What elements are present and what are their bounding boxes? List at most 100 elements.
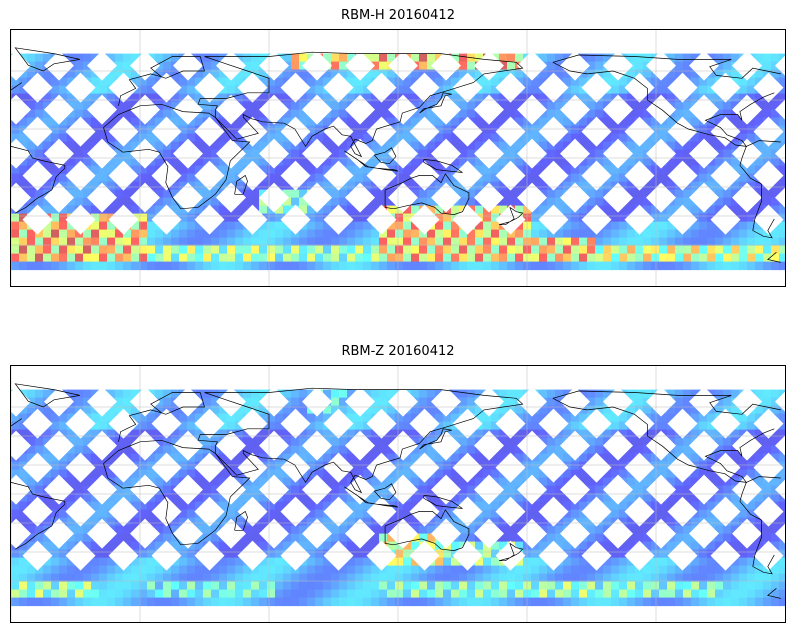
- swath-gap: [366, 204, 397, 235]
- swath-cell: [387, 141, 396, 151]
- swath-cell: [371, 493, 380, 503]
- swath-cell: [171, 101, 180, 111]
- coast-africa: [103, 103, 251, 210]
- swath-cell: [675, 229, 684, 239]
- swath-cell: [275, 429, 284, 439]
- swath-cell: [123, 533, 132, 543]
- swath-cell: [75, 245, 84, 255]
- swath-cell: [123, 189, 132, 199]
- swath-cell: [307, 429, 316, 439]
- swath-cell: [179, 565, 188, 575]
- swath-cell: [547, 493, 556, 503]
- swath-cell: [323, 413, 332, 423]
- swath-cell: [371, 517, 380, 527]
- swath-cell: [427, 541, 436, 551]
- swath-cell: [115, 229, 124, 239]
- swath-cell: [75, 101, 84, 111]
- swath-cell: [699, 77, 708, 87]
- swath-cell: [43, 117, 52, 127]
- swath-cell: [75, 397, 84, 407]
- swath-cell: [187, 261, 196, 271]
- swath-cell: [651, 509, 660, 519]
- swath-cell: [587, 93, 596, 103]
- swath-cell: [147, 421, 156, 431]
- swath-cell: [515, 525, 524, 535]
- swath-cell: [363, 405, 372, 415]
- swath-cell: [243, 565, 252, 575]
- swath-cell: [411, 197, 420, 207]
- swath-cell: [747, 85, 756, 95]
- swath-cell: [683, 157, 692, 167]
- swath-cell: [779, 509, 785, 519]
- swath-cell: [83, 69, 92, 79]
- swath-cell: [51, 557, 60, 567]
- swath-cell: [35, 229, 44, 239]
- swath-cell: [107, 181, 116, 191]
- swath-cell: [691, 405, 700, 415]
- swath-cell: [251, 437, 260, 447]
- swath-cell: [211, 157, 220, 167]
- swath-cell: [259, 493, 268, 503]
- swath-cell: [619, 461, 628, 471]
- swath-cell: [235, 117, 244, 127]
- swath-cell: [299, 253, 308, 263]
- swath-cell: [115, 197, 124, 207]
- swath-gap: [302, 50, 332, 81]
- swath-cell: [323, 557, 332, 567]
- swath-cell: [11, 77, 20, 87]
- swath-cell: [755, 517, 764, 527]
- swath-cell: [667, 493, 676, 503]
- swath-cell: [435, 509, 444, 519]
- swath-cell: [203, 237, 212, 247]
- swath-cell: [51, 205, 60, 215]
- swath-cell: [779, 469, 785, 479]
- swath-cell: [571, 261, 580, 271]
- swath-gap: [216, 94, 246, 125]
- swath-cell: [379, 493, 388, 503]
- swath-cell: [691, 245, 700, 255]
- swath-cell: [147, 173, 156, 183]
- swath-cell: [99, 85, 108, 95]
- swath-cell: [675, 437, 684, 447]
- swath-cell: [459, 157, 468, 167]
- swath-cell: [43, 77, 52, 87]
- swath-cell: [587, 261, 596, 271]
- swath-cell: [595, 389, 604, 399]
- swath-cell: [475, 389, 484, 399]
- swath-cell: [107, 205, 116, 215]
- swath-cell: [563, 205, 572, 215]
- swath-cell: [579, 229, 588, 239]
- swath-cell: [515, 437, 524, 447]
- swath-cell: [51, 213, 60, 223]
- swath-cell: [51, 453, 60, 463]
- swath-cell: [515, 109, 524, 119]
- swath-cell: [19, 85, 28, 95]
- swath-cell: [691, 429, 700, 439]
- swath-cell: [571, 165, 580, 175]
- swath-cell: [747, 517, 756, 527]
- swath-cell: [731, 477, 740, 487]
- swath-cell: [115, 69, 124, 79]
- swath-cell: [411, 229, 420, 239]
- swath-gap: [495, 116, 526, 147]
- swath-cell: [683, 533, 692, 543]
- swath-cell: [91, 157, 100, 167]
- swath-cell: [371, 437, 380, 447]
- swath-cell: [467, 61, 476, 71]
- swath-cell: [555, 493, 564, 503]
- swath-cell: [363, 469, 372, 479]
- swath-cell: [235, 229, 244, 239]
- swath-cell: [507, 261, 516, 271]
- swath-cell: [339, 229, 348, 239]
- swath-cell: [475, 77, 484, 87]
- swath-cell: [171, 229, 180, 239]
- swath-cell: [731, 101, 740, 111]
- swath-cell: [395, 165, 404, 175]
- swath-gap: [753, 160, 784, 191]
- swath-cell: [227, 229, 236, 239]
- swath-gap: [409, 204, 440, 235]
- swath-cell: [667, 221, 676, 231]
- swath-cell: [467, 485, 476, 495]
- coast-borneo: [374, 147, 397, 165]
- swath-cell: [507, 189, 516, 199]
